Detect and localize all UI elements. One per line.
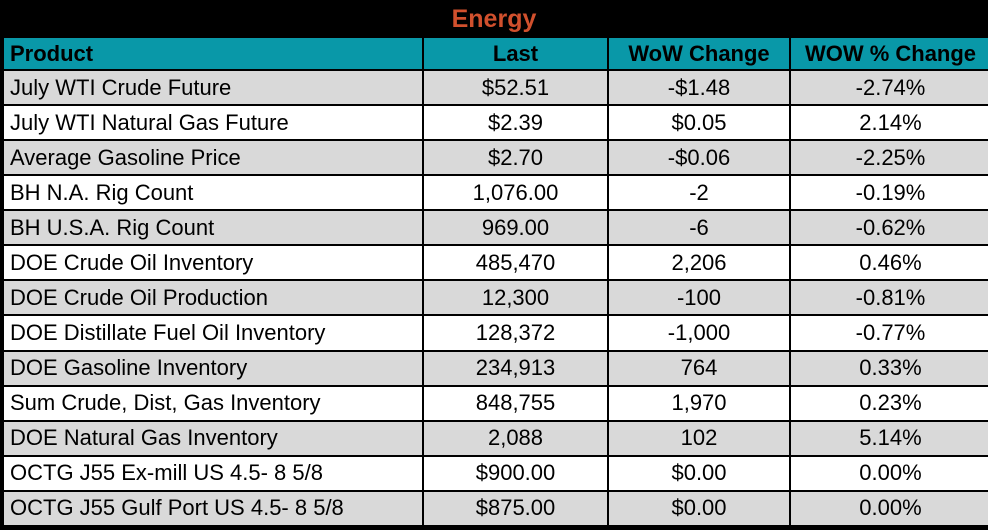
last-cell: $900.00 — [422, 454, 609, 492]
last-cell: 128,372 — [422, 314, 609, 352]
last-cell: 12,300 — [422, 279, 609, 317]
column-header-wow-change: WoW Change — [607, 36, 791, 71]
wow-pct-change-cell: -0.77% — [789, 314, 988, 352]
last-cell: $875.00 — [422, 489, 609, 528]
last-cell: 485,470 — [422, 244, 609, 282]
table-row: BH U.S.A. Rig Count 969.00 -6 -0.62% — [2, 209, 988, 247]
product-cell: DOE Gasoline Inventory — [2, 349, 424, 387]
product-cell: DOE Crude Oil Inventory — [2, 244, 424, 282]
product-cell: July WTI Crude Future — [2, 68, 424, 107]
wow-change-cell: -100 — [607, 279, 791, 317]
table-row: Average Gasoline Price $2.70 -$0.06 -2.25% — [2, 139, 988, 177]
wow-pct-change-cell: 0.00% — [789, 489, 988, 528]
wow-change-cell: $0.00 — [607, 489, 791, 528]
wow-change-cell: 2,206 — [607, 244, 791, 282]
last-cell: $2.39 — [422, 104, 609, 142]
wow-pct-change-cell: 0.00% — [789, 454, 988, 492]
wow-pct-change-cell: -2.74% — [789, 68, 988, 107]
wow-pct-change-cell: -2.25% — [789, 139, 988, 177]
energy-data-table: Product Last WoW Change WOW % Change July W… — [2, 36, 988, 528]
table-title-bar: Energy — [2, 2, 986, 36]
product-cell: Average Gasoline Price — [2, 139, 424, 177]
column-header-wow-pct-change: WOW % Change — [789, 36, 988, 71]
wow-pct-change-cell: 5.14% — [789, 419, 988, 457]
header-row: Product Last WoW Change WOW % Change — [2, 36, 988, 71]
table-row: DOE Crude Oil Production 12,300 -100 -0.81% — [2, 279, 988, 317]
column-header-product: Product — [2, 36, 424, 71]
last-cell: 2,088 — [422, 419, 609, 457]
last-cell: $52.51 — [422, 68, 609, 107]
wow-pct-change-cell: 0.33% — [789, 349, 988, 387]
wow-pct-change-cell: -0.81% — [789, 279, 988, 317]
wow-pct-change-cell: 0.23% — [789, 384, 988, 422]
table-row: DOE Distillate Fuel Oil Inventory 128,372… — [2, 314, 988, 352]
product-cell: BH U.S.A. Rig Count — [2, 209, 424, 247]
wow-change-cell: 102 — [607, 419, 791, 457]
last-cell: 234,913 — [422, 349, 609, 387]
wow-change-cell: -6 — [607, 209, 791, 247]
wow-pct-change-cell: 2.14% — [789, 104, 988, 142]
last-cell: 1,076.00 — [422, 174, 609, 212]
wow-change-cell: -1,000 — [607, 314, 791, 352]
product-cell: OCTG J55 Ex-mill US 4.5- 8 5/8 — [2, 454, 424, 492]
product-cell: July WTI Natural Gas Future — [2, 104, 424, 142]
product-cell: OCTG J55 Gulf Port US 4.5- 8 5/8 — [2, 489, 424, 528]
wow-change-cell: $0.05 — [607, 104, 791, 142]
column-header-last: Last — [422, 36, 609, 71]
wow-change-cell: -$0.06 — [607, 139, 791, 177]
wow-change-cell: 764 — [607, 349, 791, 387]
table-title: Energy — [451, 4, 537, 33]
wow-change-cell: -2 — [607, 174, 791, 212]
product-cell: DOE Natural Gas Inventory — [2, 419, 424, 457]
wow-pct-change-cell: -0.19% — [789, 174, 988, 212]
product-cell: Sum Crude, Dist, Gas Inventory — [2, 384, 424, 422]
table-row: OCTG J55 Gulf Port US 4.5- 8 5/8 $875.00 $… — [2, 489, 988, 528]
table-row: July WTI Crude Future $52.51 -$1.48 -2.74% — [2, 68, 988, 107]
wow-change-cell: $0.00 — [607, 454, 791, 492]
table-row: DOE Crude Oil Inventory 485,470 2,206 0.46% — [2, 244, 988, 282]
table-row: DOE Natural Gas Inventory 2,088 102 5.14% — [2, 419, 988, 457]
table-row: DOE Gasoline Inventory 234,913 764 0.33% — [2, 349, 988, 387]
product-cell: DOE Crude Oil Production — [2, 279, 424, 317]
last-cell: 848,755 — [422, 384, 609, 422]
wow-change-cell: 1,970 — [607, 384, 791, 422]
table-row: OCTG J55 Ex-mill US 4.5- 8 5/8 $900.00 $0.… — [2, 454, 988, 492]
table-row: July WTI Natural Gas Future $2.39 $0.05 2.1… — [2, 104, 988, 142]
product-cell: BH N.A. Rig Count — [2, 174, 424, 212]
table-row: Sum Crude, Dist, Gas Inventory 848,755 1,9… — [2, 384, 988, 422]
last-cell: 969.00 — [422, 209, 609, 247]
product-cell: DOE Distillate Fuel Oil Inventory — [2, 314, 424, 352]
wow-pct-change-cell: 0.46% — [789, 244, 988, 282]
wow-change-cell: -$1.48 — [607, 68, 791, 107]
table-row: BH N.A. Rig Count 1,076.00 -2 -0.19% — [2, 174, 988, 212]
last-cell: $2.70 — [422, 139, 609, 177]
wow-pct-change-cell: -0.62% — [789, 209, 988, 247]
